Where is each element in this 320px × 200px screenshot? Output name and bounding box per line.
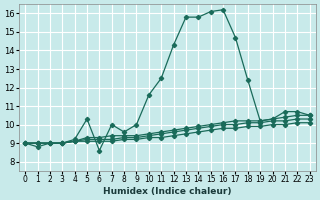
- X-axis label: Humidex (Indice chaleur): Humidex (Indice chaleur): [103, 187, 232, 196]
